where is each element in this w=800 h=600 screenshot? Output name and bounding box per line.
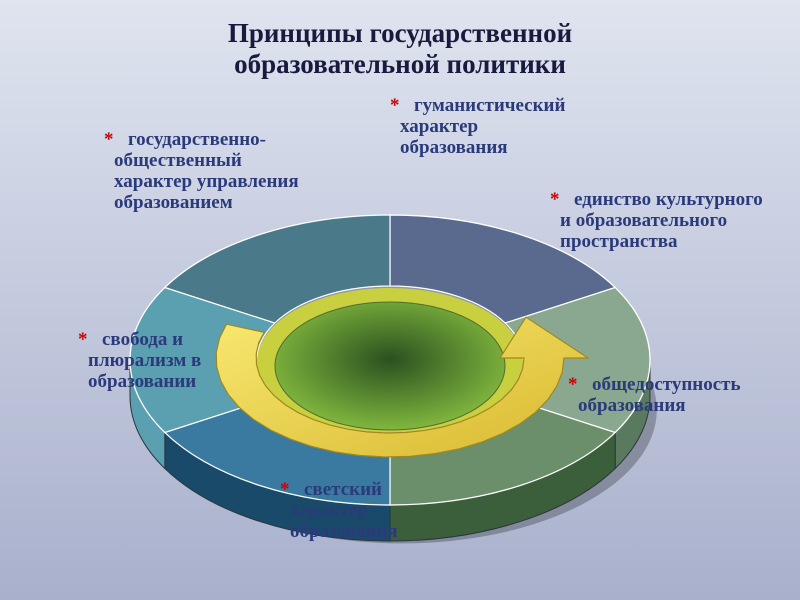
label-line: образования <box>578 396 741 417</box>
label-line: свобода и <box>88 330 201 351</box>
label-line: характер <box>400 117 565 138</box>
label-line: и образовательного <box>560 211 763 232</box>
asterisk-icon: * <box>280 480 290 501</box>
asterisk-icon: * <box>568 375 578 396</box>
label-line: образованием <box>114 193 299 214</box>
label-line: государственно- <box>114 130 299 151</box>
page-title: Принципы государственной образовательной… <box>0 18 800 80</box>
asterisk-icon: * <box>78 330 88 351</box>
label-secular: * светскийхарактеробразования <box>290 480 398 543</box>
label-line: образования <box>400 138 565 159</box>
label-line: характер управления <box>114 172 299 193</box>
label-accessibility: * общедоступностьобразования <box>578 375 741 417</box>
label-line: плюрализм в <box>88 351 201 372</box>
label-line: общественный <box>114 151 299 172</box>
label-line: характер <box>290 501 398 522</box>
label-freedom: * свобода иплюрализм вобразовании <box>88 330 201 393</box>
label-state-public: * государственно-общественныйхарактер уп… <box>114 130 299 214</box>
label-line: образования <box>290 522 398 543</box>
center-bowl <box>275 302 505 430</box>
label-unity: * единство культурногои образовательного… <box>560 190 763 253</box>
asterisk-icon: * <box>550 190 560 211</box>
label-line: единство культурного <box>560 190 763 211</box>
label-line: образовании <box>88 372 201 393</box>
title-line2: образовательной политики <box>234 49 566 79</box>
title-line1: Принципы государственной <box>228 18 572 48</box>
label-line: светский <box>290 480 398 501</box>
label-humanistic: * гуманистическийхарактеробразования <box>400 96 565 159</box>
asterisk-icon: * <box>104 130 114 151</box>
asterisk-icon: * <box>390 96 400 117</box>
label-line: пространства <box>560 232 763 253</box>
label-line: общедоступность <box>578 375 741 396</box>
cycle-diagram <box>0 0 800 600</box>
label-line: гуманистический <box>400 96 565 117</box>
